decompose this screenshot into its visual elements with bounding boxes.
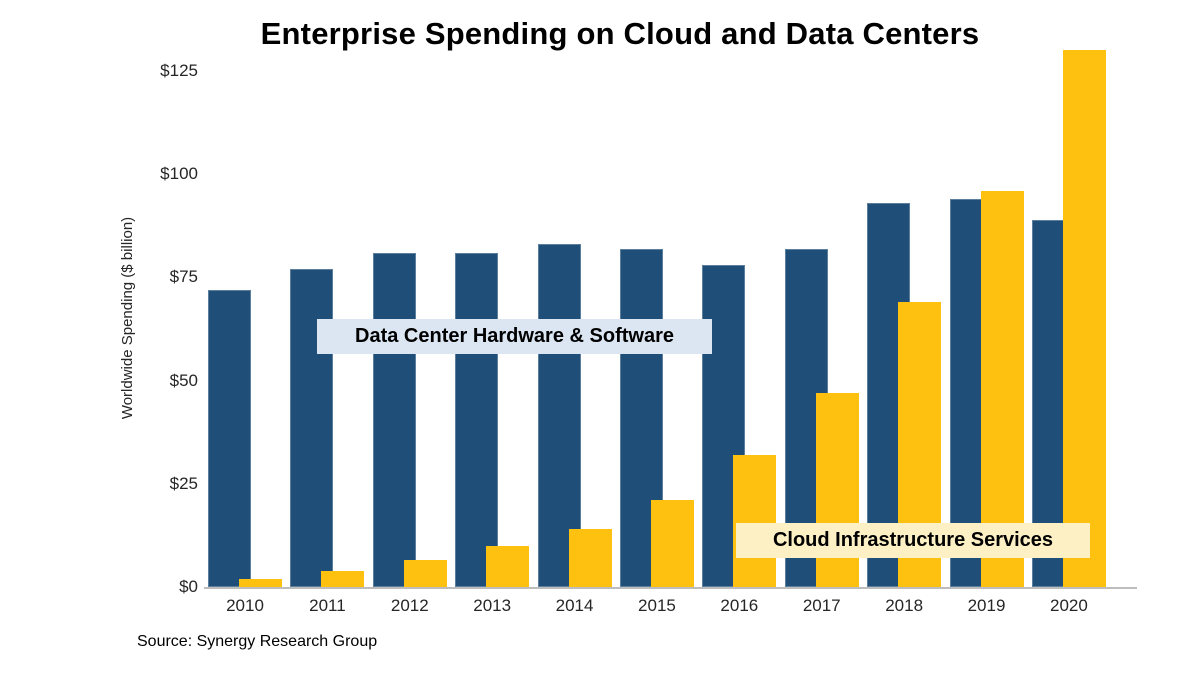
- bar-group-2010: 2010: [208, 45, 282, 615]
- y-axis-title: Worldwide Spending ($ billion): [119, 216, 136, 420]
- bar-cloud-2020: [1062, 50, 1106, 587]
- y-tick-label: $0: [179, 577, 198, 596]
- bar-group-2014: 2014: [537, 45, 612, 615]
- bar-cloud-2012: [403, 560, 447, 587]
- bar-cloud-2013: [486, 545, 530, 587]
- plot-area: 2010 2011 2012 2013 2014 2015 2016 2017 2018 2019…: [208, 45, 1106, 615]
- bar-group-2012: 2012: [372, 45, 447, 615]
- x-tick-label: 2020: [1049, 596, 1088, 615]
- bar-group-2020: 2020: [1031, 45, 1106, 615]
- bar-cloud-2019: [980, 190, 1024, 587]
- x-tick-label: 2011: [309, 596, 346, 615]
- source-note: Source: Synergy Research Group: [137, 633, 378, 650]
- x-axis-line: [204, 587, 1137, 589]
- bar-cloud-2014: [568, 529, 612, 587]
- bar-cloud-2011: [321, 570, 365, 587]
- bar-cloud-2010: [239, 578, 282, 587]
- y-tick-label: $25: [169, 473, 198, 493]
- bar-cloud-2015: [650, 500, 694, 587]
- bar-group-2013: 2013: [455, 45, 530, 615]
- y-tick-label: $125: [160, 61, 198, 80]
- bar-group-2017: 2017: [784, 45, 859, 615]
- x-tick-label: 2015: [638, 596, 676, 615]
- bar-group-2019: 2019: [949, 45, 1024, 615]
- bar-cloud-2016: [733, 454, 777, 587]
- y-tick-label: $75: [169, 267, 198, 287]
- bar-datacenter-2013: [455, 252, 499, 587]
- cloud-series-label: Cloud Infrastructure Services: [736, 523, 1090, 558]
- y-tick-label: $50: [169, 370, 198, 390]
- x-tick-label: 2013: [473, 596, 512, 615]
- chart-title: Enterprise Spending on Cloud and Data Ce…: [260, 16, 980, 51]
- x-tick-label: 2014: [555, 596, 594, 615]
- x-tick-label: 2016: [720, 596, 759, 615]
- bar-datacenter-2012: [372, 252, 416, 587]
- y-tick-label: $100: [160, 164, 198, 184]
- x-tick-label: 2010: [226, 596, 264, 615]
- bar-datacenter-2011: [290, 269, 334, 587]
- datacenter-series-label: Data Center Hardware & Software: [317, 319, 712, 354]
- bar-group-2016: 2016: [702, 45, 777, 615]
- x-tick-label: 2019: [967, 596, 1006, 615]
- x-tick-label: 2012: [390, 596, 429, 615]
- x-tick-label: 2017: [802, 596, 841, 615]
- bar-datacenter-2010: [208, 289, 251, 587]
- bar-group-2018: 2018: [867, 45, 942, 615]
- x-tick-label: 2018: [885, 596, 924, 615]
- bar-group-2011: 2011: [290, 45, 365, 615]
- bar-group-2015: 2015: [619, 45, 694, 615]
